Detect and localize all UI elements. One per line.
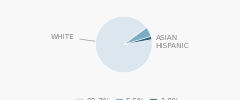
Wedge shape bbox=[124, 28, 151, 44]
Legend: 92.7%, 5.5%, 1.8%: 92.7%, 5.5%, 1.8% bbox=[73, 95, 182, 100]
Wedge shape bbox=[124, 36, 152, 44]
Text: WHITE: WHITE bbox=[51, 34, 95, 41]
Text: HISPANIC: HISPANIC bbox=[149, 40, 189, 49]
Wedge shape bbox=[96, 16, 152, 73]
Text: ASIAN: ASIAN bbox=[147, 35, 178, 41]
